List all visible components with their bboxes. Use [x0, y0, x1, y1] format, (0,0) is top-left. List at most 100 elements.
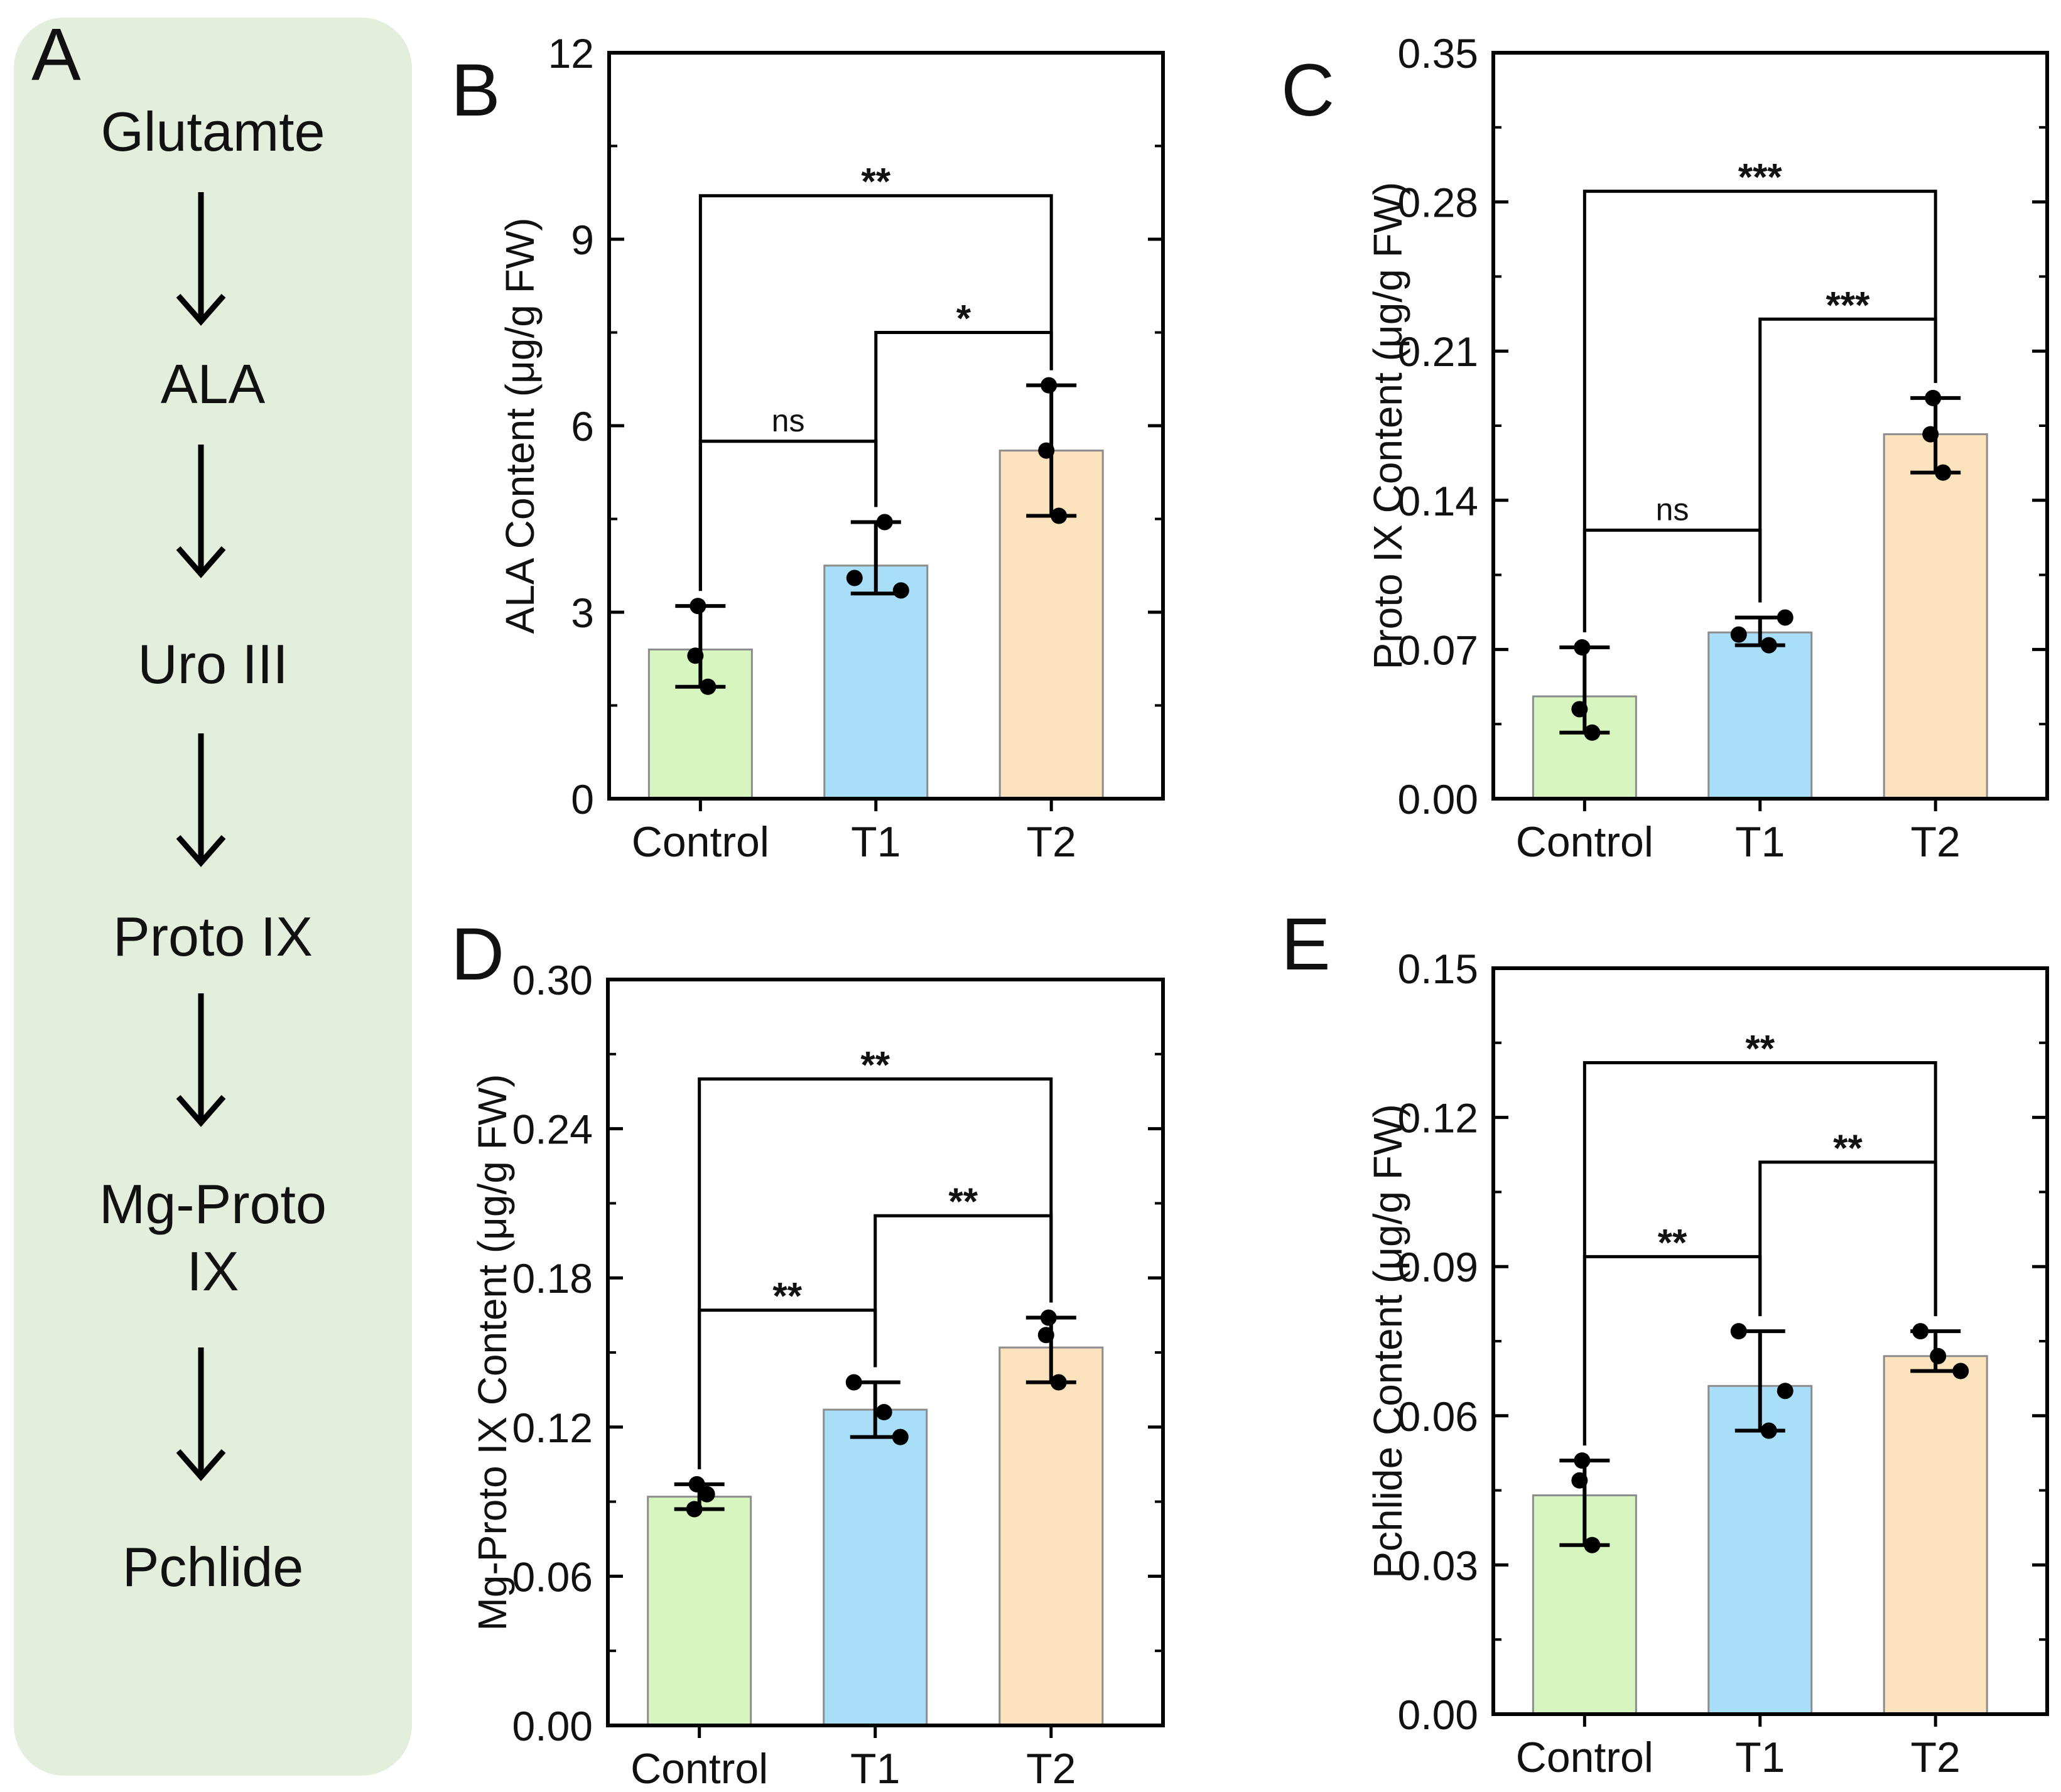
y-tick-label-c-2: 0.14 [1398, 478, 1478, 524]
panel-label-c: C [1281, 49, 1334, 132]
bar-d-t2 [998, 1346, 1104, 1727]
y-tick-label-d-5: 0.30 [512, 957, 593, 1003]
significance-label-e-0: ** [1658, 1221, 1687, 1263]
x-tick-label-e-control: Control [1516, 1734, 1653, 1781]
pathway-step-proto-ix: Proto IX [113, 905, 313, 968]
data-point-c-0-1 [1571, 701, 1588, 718]
y-axis-label-e: Pchlide Content (μg/g FW) [1365, 1104, 1410, 1578]
y-tick-label-c-3: 0.21 [1398, 328, 1478, 375]
arrow-down-icon [14, 715, 412, 878]
pathway-step-pchlide: Pchlide [122, 1536, 304, 1598]
bar-b-t1 [823, 564, 929, 800]
significance-bracket-c-2 [1582, 190, 1937, 633]
data-point-c-2-2 [1935, 464, 1952, 481]
pathway-step-glutamate: Glutamte [100, 100, 325, 163]
y-tick-label-b-1: 3 [571, 590, 594, 636]
panel-label-b: B [451, 49, 500, 132]
panel-label-d: D [451, 913, 504, 996]
significance-bracket-c-0 [1582, 528, 1762, 633]
significance-label-c-2: *** [1738, 156, 1783, 198]
data-point-e-0-1 [1571, 1472, 1588, 1489]
data-point-b-0-0 [690, 598, 706, 615]
x-tick-label-c-control: Control [1516, 818, 1653, 866]
x-tick-label-c-t1: T1 [1735, 818, 1785, 866]
data-point-e-0-0 [1574, 1452, 1591, 1469]
y-tick-label-d-0: 0.00 [512, 1703, 593, 1749]
x-tick-label-c-t2: T2 [1911, 818, 1961, 866]
data-point-d-1-2 [875, 1404, 892, 1421]
data-point-c-2-0 [1925, 389, 1942, 406]
significance-label-e-2: ** [1745, 1027, 1775, 1069]
bar-e-t1 [1707, 1384, 1813, 1715]
significance-label-d-0: ** [772, 1275, 802, 1317]
y-axis-label-d: Mg-Proto IX Content (μg/g FW) [470, 1074, 515, 1631]
x-tick-label-e-t2: T2 [1911, 1734, 1961, 1781]
data-point-d-0-1 [686, 1501, 703, 1518]
y-tick-label-e-5: 0.15 [1398, 946, 1478, 992]
data-point-d-1-0 [845, 1374, 862, 1391]
y-tick-label-d-2: 0.12 [512, 1405, 593, 1451]
data-point-b-1-0 [846, 569, 863, 586]
significance-label-c-0: ns [1656, 492, 1689, 527]
pathway-panel: A Glutamte ALA Uro III Proto IX Mg-Proto… [14, 18, 412, 1776]
data-point-c-1-2 [1760, 637, 1777, 654]
y-tick-label-c-1: 0.07 [1398, 627, 1478, 673]
y-tick-label-d-4: 0.24 [512, 1106, 593, 1153]
y-tick-label-d-1: 0.06 [512, 1553, 593, 1600]
significance-label-c-1: *** [1826, 284, 1870, 326]
y-tick-label-b-3: 9 [571, 217, 594, 263]
data-point-c-2-1 [1922, 426, 1939, 443]
data-point-c-1-1 [1777, 609, 1793, 626]
x-tick-label-e-t1: T1 [1735, 1734, 1785, 1781]
significance-label-d-1: ** [948, 1180, 978, 1223]
y-tick-label-d-3: 0.18 [512, 1255, 593, 1302]
data-point-d-2-0 [1040, 1309, 1057, 1326]
arrow-down-icon [14, 974, 412, 1138]
arrow-down-icon [14, 426, 412, 589]
data-point-e-2-2 [1930, 1347, 1947, 1364]
y-tick-label-c-5: 0.35 [1398, 30, 1478, 77]
data-point-d-0-0 [688, 1476, 705, 1492]
data-point-e-1-2 [1760, 1422, 1777, 1439]
y-tick-label-c-4: 0.28 [1398, 180, 1478, 226]
data-point-b-2-2 [1051, 507, 1068, 524]
data-point-e-2-0 [1912, 1323, 1929, 1340]
pathway-step-ala: ALA [160, 353, 266, 415]
significance-bracket-e-1 [1758, 1160, 1937, 1317]
significance-bracket-d-1 [874, 1214, 1053, 1368]
data-point-b-0-2 [700, 678, 717, 695]
x-tick-label-d-t2: T2 [1026, 1745, 1076, 1792]
significance-label-e-1: ** [1833, 1127, 1863, 1169]
y-tick-label-e-3: 0.09 [1398, 1244, 1478, 1290]
x-tick-label-b-control: Control [632, 818, 769, 866]
data-point-c-0-2 [1584, 724, 1601, 741]
data-point-b-2-1 [1038, 442, 1055, 459]
data-point-d-0-2 [698, 1486, 715, 1503]
significance-bracket-b-2 [698, 194, 1053, 591]
bar-d-t1 [823, 1408, 928, 1727]
significance-label-d-2: ** [860, 1044, 890, 1086]
x-tick-label-d-t1: T1 [850, 1745, 900, 1792]
panel-label-a: A [31, 13, 81, 96]
arrow-down-icon [14, 173, 412, 337]
y-tick-label-e-2: 0.06 [1398, 1393, 1478, 1440]
x-tick-label-b-t1: T1 [851, 818, 901, 866]
data-point-c-0-0 [1574, 639, 1591, 656]
data-point-d-1-1 [892, 1428, 909, 1445]
y-tick-label-b-4: 12 [548, 30, 594, 77]
x-tick-label-b-t2: T2 [1027, 818, 1076, 866]
pathway-step-uro-iii: Uro III [138, 633, 288, 695]
significance-label-b-0: ns [772, 403, 805, 438]
data-point-e-0-2 [1584, 1536, 1601, 1553]
pathway-step-mg-proto-ix: Mg-Proto IX [99, 1173, 327, 1303]
y-tick-label-b-0: 0 [571, 776, 594, 823]
panel-label-e: E [1281, 903, 1331, 986]
y-tick-label-e-1: 0.03 [1398, 1542, 1478, 1589]
bar-d-control [647, 1496, 752, 1727]
data-point-c-1-0 [1730, 626, 1747, 643]
data-point-b-1-1 [892, 582, 909, 599]
y-tick-label-b-2: 6 [571, 403, 594, 450]
y-tick-label-c-0: 0.00 [1398, 776, 1478, 823]
